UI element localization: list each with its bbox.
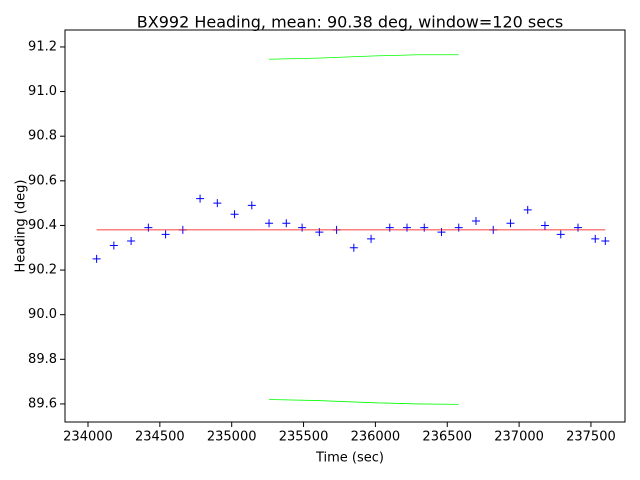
data-point bbox=[454, 223, 463, 232]
x-tick-label: 237000 bbox=[494, 430, 544, 445]
y-tick-label: 90.2 bbox=[28, 263, 57, 278]
data-line bbox=[269, 399, 459, 405]
data-point bbox=[144, 223, 153, 232]
data-point bbox=[196, 194, 205, 203]
data-point bbox=[437, 228, 446, 237]
data-point bbox=[109, 241, 118, 250]
data-point bbox=[556, 230, 565, 239]
y-tick-label: 89.8 bbox=[28, 352, 57, 367]
data-point bbox=[127, 237, 136, 246]
x-tick-label: 237500 bbox=[566, 430, 616, 445]
x-tick-label: 235500 bbox=[279, 430, 329, 445]
data-point bbox=[315, 228, 324, 237]
data-point bbox=[161, 230, 170, 239]
x-tick-label: 234500 bbox=[135, 430, 185, 445]
data-point bbox=[349, 243, 358, 252]
y-tick-label: 90.6 bbox=[28, 173, 57, 188]
x-tick-label: 236500 bbox=[422, 430, 472, 445]
y-axis-label: Heading (deg) bbox=[14, 180, 29, 273]
data-point bbox=[367, 234, 376, 243]
y-tick-label: 91.0 bbox=[28, 84, 57, 99]
data-line bbox=[269, 54, 459, 60]
y-tick-label: 91.2 bbox=[28, 39, 57, 54]
data-point bbox=[92, 254, 101, 263]
data-point bbox=[540, 221, 549, 230]
data-point bbox=[506, 219, 515, 228]
data-point bbox=[385, 223, 394, 232]
x-tick-label: 236000 bbox=[351, 430, 401, 445]
x-tick-label: 235000 bbox=[207, 430, 257, 445]
y-tick-label: 90.4 bbox=[28, 218, 57, 233]
y-tick-label: 89.6 bbox=[28, 396, 57, 411]
data-point bbox=[282, 219, 291, 228]
chart-title: BX992 Heading, mean: 90.38 deg, window=1… bbox=[137, 13, 563, 32]
data-point bbox=[247, 201, 256, 210]
x-axis-label: Time (sec) bbox=[315, 451, 384, 466]
data-point bbox=[230, 210, 239, 219]
data-point bbox=[523, 205, 532, 214]
plot-frame bbox=[64, 29, 626, 423]
data-point bbox=[213, 199, 222, 208]
data-point bbox=[265, 219, 274, 228]
y-tick-label: 90.0 bbox=[28, 307, 57, 322]
data-point bbox=[471, 216, 480, 225]
data-point bbox=[574, 223, 583, 232]
data-point bbox=[420, 223, 429, 232]
y-tick-label: 90.8 bbox=[28, 129, 57, 144]
data-point bbox=[601, 237, 610, 246]
data-point bbox=[298, 223, 307, 232]
data-point bbox=[591, 234, 600, 243]
data-point bbox=[403, 223, 412, 232]
x-tick-label: 234000 bbox=[63, 430, 113, 445]
